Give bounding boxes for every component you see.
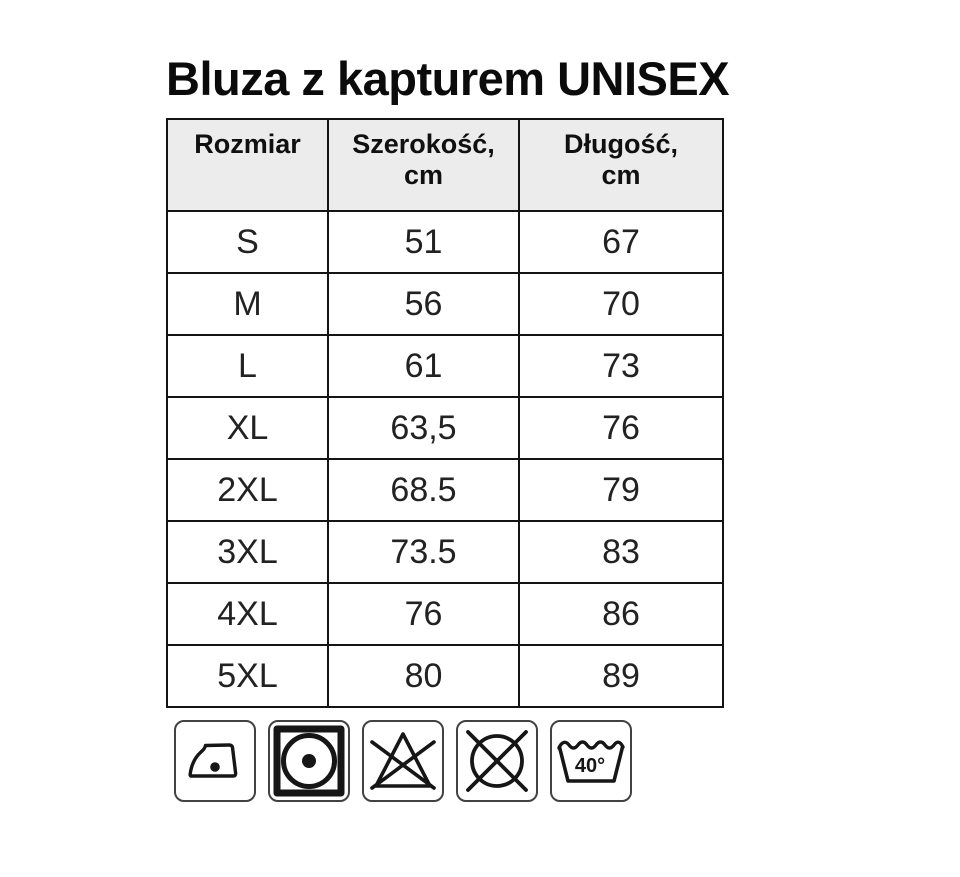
width-cell: 80 (327, 644, 520, 709)
iron-one-dot-icon (174, 720, 256, 803)
iron-glyph (188, 743, 238, 779)
width-cell: 56 (327, 272, 520, 337)
table-row: M 56 70 (166, 272, 724, 337)
width-cell: 51 (327, 210, 520, 275)
wash-40-degrees-icon: 40° (550, 720, 632, 803)
table-row: S 51 67 (166, 210, 724, 275)
length-cell: 86 (518, 582, 724, 647)
col-header-width-label: Szerokość, (352, 129, 495, 160)
length-cell: 83 (518, 520, 724, 585)
col-header-size: Rozmiar (166, 118, 329, 213)
size-cell: XL (166, 396, 329, 461)
width-cell: 63,5 (327, 396, 520, 461)
table-row: L 61 73 (166, 334, 724, 399)
wash-40-glyph: 40° (557, 740, 625, 784)
col-header-width-unit: cm (403, 160, 444, 191)
size-cell: S (166, 210, 329, 275)
table-row: 4XL 76 86 (166, 582, 724, 647)
width-cell: 73.5 (327, 520, 520, 585)
do-not-bleach-glyph (370, 732, 436, 791)
col-header-width: Szerokość, cm (327, 118, 520, 213)
table-row: 3XL 73.5 83 (166, 520, 724, 585)
col-header-length-unit: cm (601, 160, 641, 191)
do-not-bleach-icon (362, 720, 444, 803)
length-cell: 67 (518, 210, 724, 275)
tumble-dry-one-dot-icon (268, 720, 350, 803)
table-row: 2XL 68.5 79 (166, 458, 724, 523)
size-cell: L (166, 334, 329, 399)
width-cell: 76 (327, 582, 520, 647)
width-cell: 61 (327, 334, 520, 399)
size-cell: M (166, 272, 329, 337)
size-cell: 2XL (166, 458, 329, 523)
care-icons-row: 40° (174, 720, 729, 803)
size-table: Rozmiar Szerokość, cm Długość, cm S 51 6… (166, 118, 724, 709)
length-cell: 70 (518, 272, 724, 337)
size-table-body: S 51 67 M 56 70 L 61 73 XL 63,5 76 2XL 6… (166, 210, 724, 709)
header-row: Rozmiar Szerokość, cm Długość, cm (166, 118, 724, 213)
do-not-dry-clean-icon (456, 720, 538, 803)
size-cell: 5XL (166, 644, 329, 709)
page-title: Bluza z kapturem UNISEX (166, 52, 730, 105)
size-cell: 3XL (166, 520, 329, 585)
col-header-length-label: Długość, (563, 129, 678, 160)
size-chart-page: Bluza z kapturem UNISEX Rozmiar Szerokoś… (166, 52, 730, 803)
length-cell: 89 (518, 644, 724, 709)
wash-temperature-label: 40° (575, 755, 605, 777)
col-header-size-label: Rozmiar (194, 129, 301, 160)
length-cell: 73 (518, 334, 724, 399)
table-row: 5XL 80 89 (166, 644, 724, 709)
tumble-dry-glyph (273, 725, 345, 797)
length-cell: 79 (518, 458, 724, 523)
length-cell: 76 (518, 396, 724, 461)
col-header-length: Długość, cm (518, 118, 724, 213)
width-cell: 68.5 (327, 458, 520, 523)
size-cell: 4XL (166, 582, 329, 647)
table-row: XL 63,5 76 (166, 396, 724, 461)
do-not-dry-clean-glyph (466, 730, 528, 793)
